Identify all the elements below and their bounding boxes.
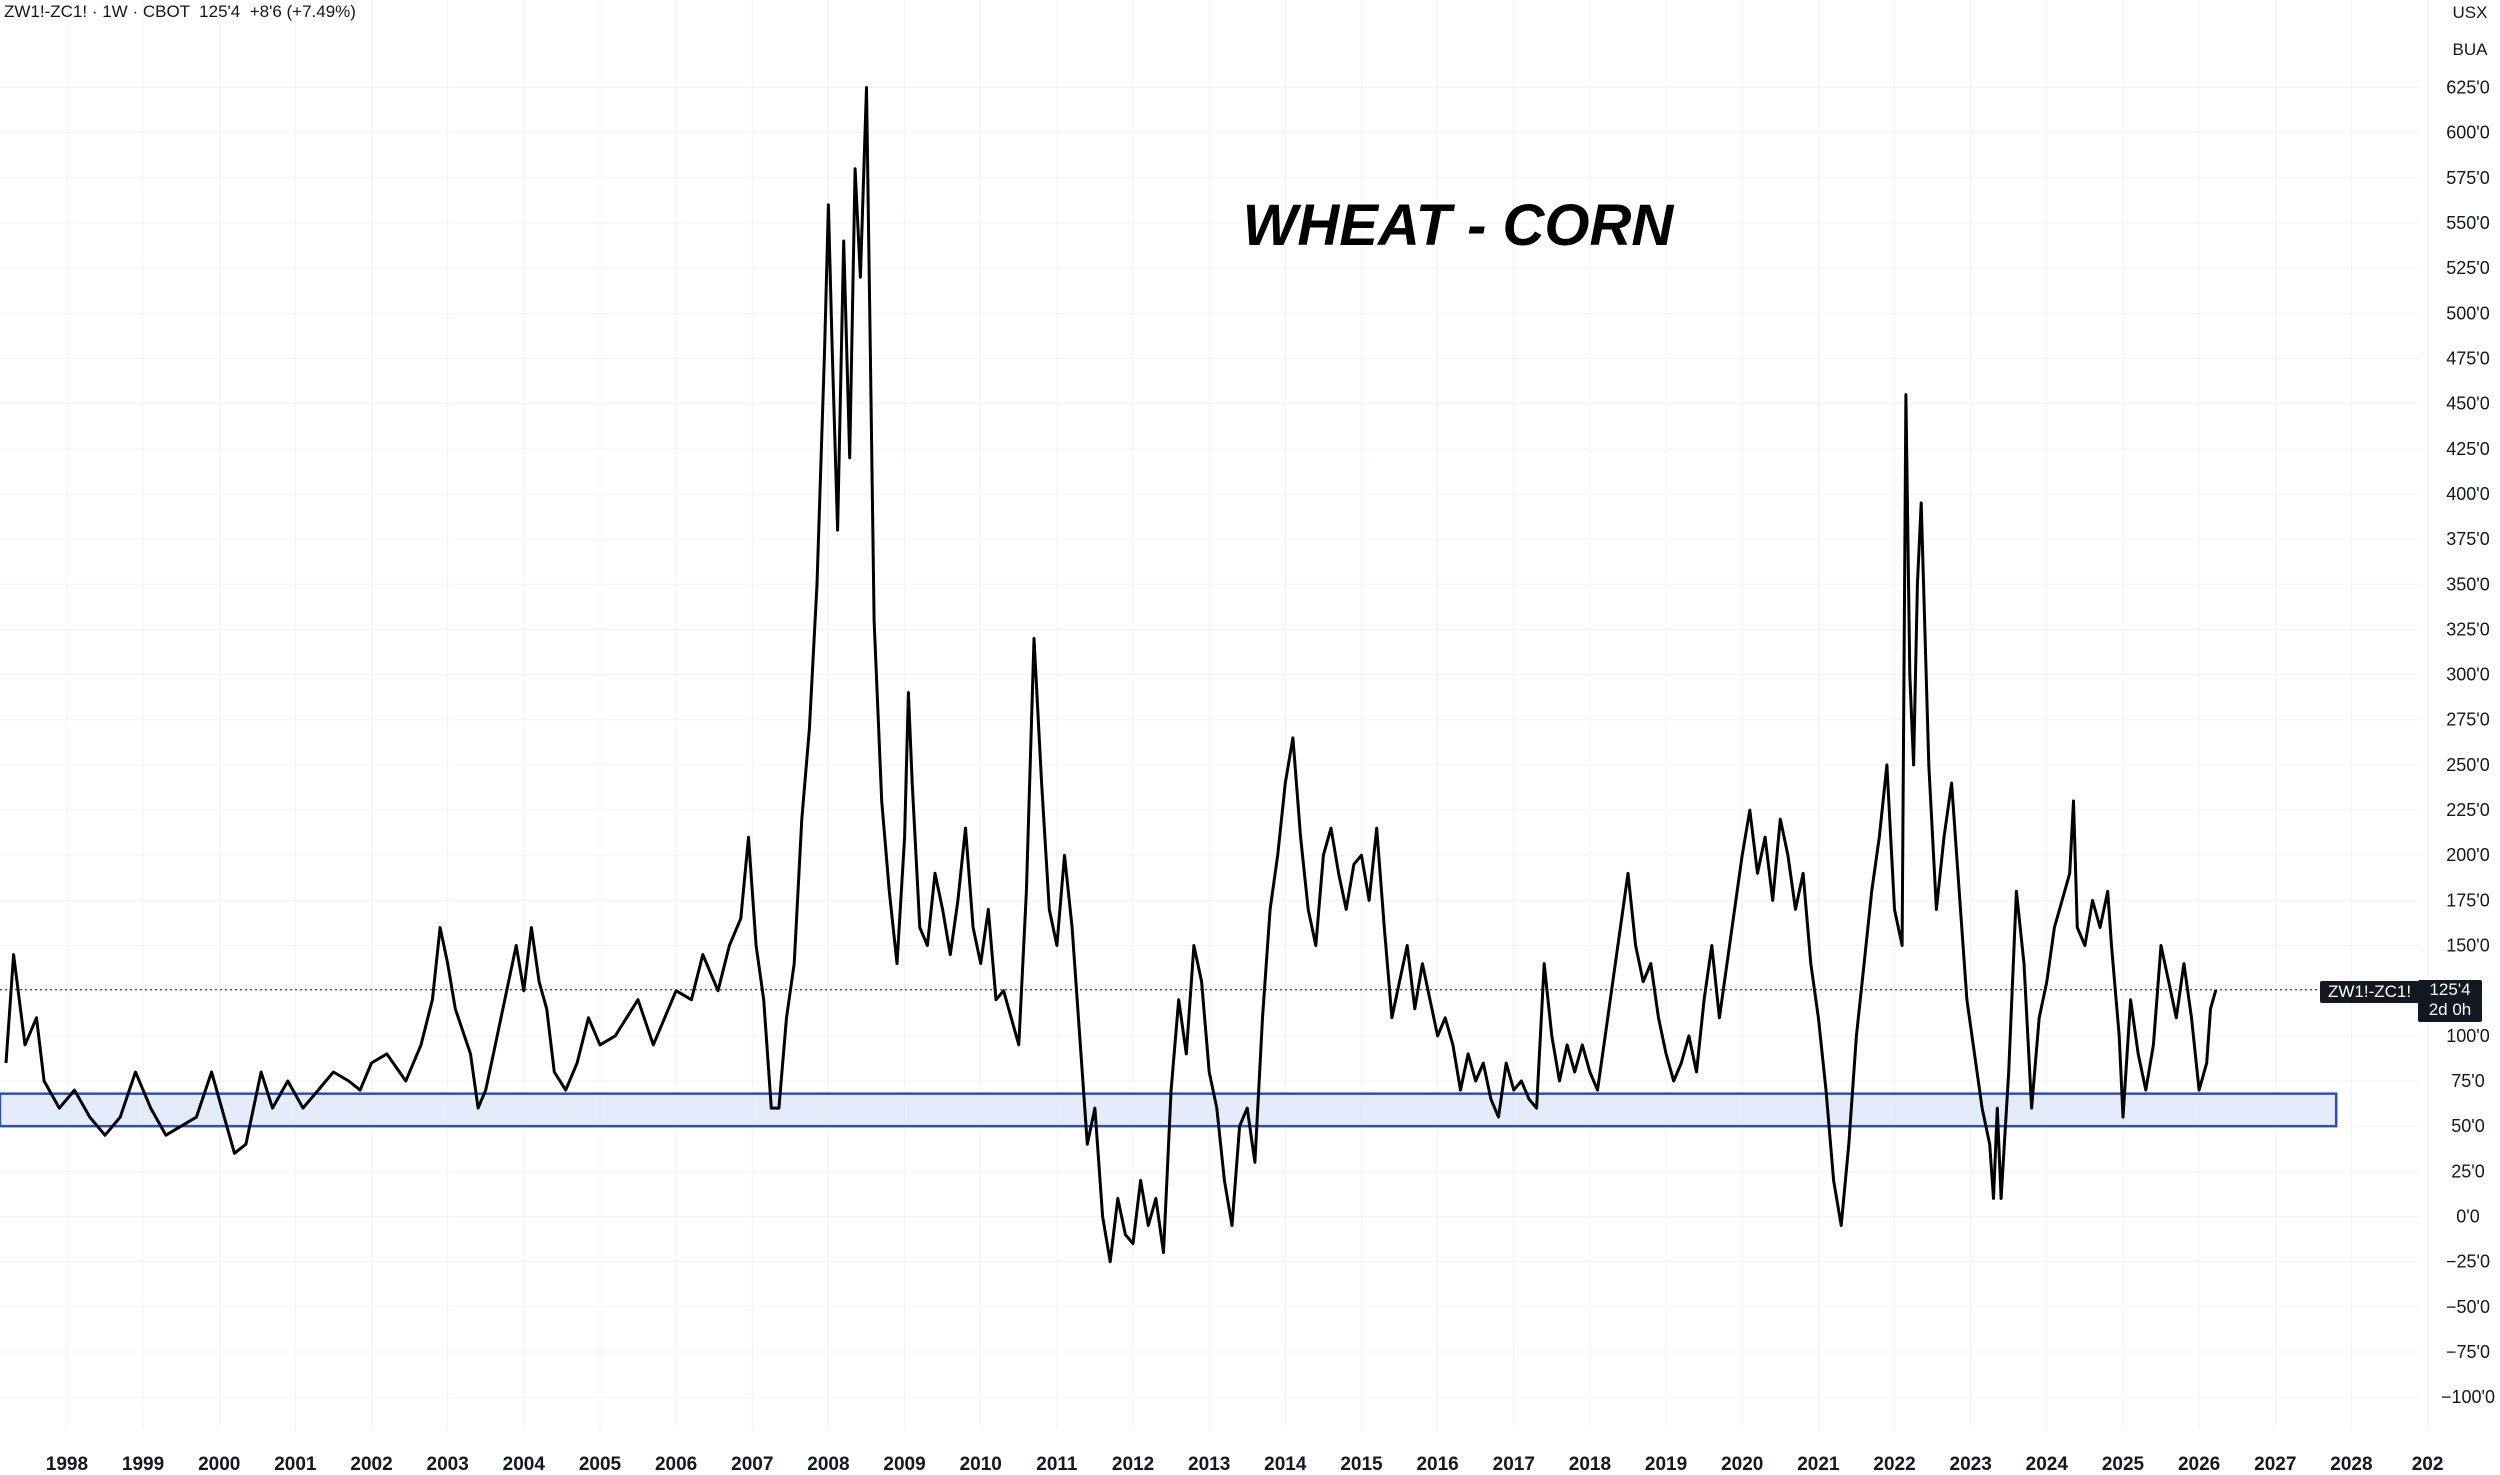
- y-tick-label: 75'0: [2451, 1071, 2484, 1091]
- y-tick-label: 600'0: [2446, 123, 2489, 143]
- x-tick-label: 2002: [350, 1454, 392, 1475]
- y-tick-label: −25'0: [2446, 1252, 2490, 1272]
- y-tick-label: 575'0: [2446, 168, 2489, 188]
- time-axis: 1998 1999 2000 2001 2002 2003 2004 2005 2006 2007…: [46, 1454, 2444, 1475]
- x-tick-label: 2012: [1112, 1454, 1154, 1475]
- x-tick-label: 2013: [1188, 1454, 1230, 1475]
- y-tick-label: 200'0: [2446, 845, 2489, 865]
- y-tick-label: 275'0: [2446, 710, 2489, 730]
- y-tick-label: 450'0: [2446, 394, 2489, 414]
- y-tick-label: 50'0: [2451, 1116, 2484, 1136]
- price-axis: 625'0 600'0 575'0 550'0 525'0 500'0 475'0 450'0…: [2441, 78, 2495, 1408]
- grid-lines: [0, 0, 2429, 1430]
- x-tick-label: 2021: [1797, 1454, 1840, 1475]
- y-tick-label: 0'0: [2456, 1207, 2479, 1227]
- last-price-tag: 125'4 2d 0h: [2418, 980, 2482, 1022]
- y-tick-label: 25'0: [2451, 1161, 2484, 1181]
- x-tick-label: 2014: [1264, 1454, 1307, 1475]
- y-tick-label: 550'0: [2446, 213, 2489, 233]
- y-tick-label: 225'0: [2446, 800, 2489, 820]
- exchange-unit[interactable]: BUA: [2452, 40, 2488, 59]
- x-tick-label: 2000: [198, 1454, 240, 1475]
- x-tick-label: 2004: [503, 1454, 546, 1475]
- x-tick-label: 2006: [655, 1454, 697, 1475]
- x-tick-label: 202: [2412, 1454, 2444, 1475]
- y-tick-label: 350'0: [2446, 574, 2489, 594]
- y-tick-label: 425'0: [2446, 439, 2489, 459]
- x-tick-label: 2011: [1036, 1454, 1078, 1475]
- y-tick-label: 325'0: [2446, 619, 2489, 639]
- y-tick-label: 475'0: [2446, 348, 2489, 368]
- symbol-tag: ZW1!-ZC1!: [2320, 981, 2420, 1003]
- x-tick-label: 2001: [274, 1454, 317, 1475]
- x-tick-label: 2028: [2330, 1454, 2372, 1475]
- x-tick-label: 1998: [46, 1454, 88, 1475]
- x-tick-label: 2019: [1645, 1454, 1687, 1475]
- y-tick-label: 100'0: [2446, 1026, 2489, 1046]
- y-tick-label: 250'0: [2446, 755, 2489, 775]
- y-tick-label: 400'0: [2446, 484, 2489, 504]
- y-tick-label: −75'0: [2446, 1342, 2490, 1362]
- y-tick-label: 175'0: [2446, 890, 2489, 910]
- y-tick-label: 375'0: [2446, 529, 2489, 549]
- x-tick-label: 2026: [2178, 1454, 2220, 1475]
- y-tick-label: 150'0: [2446, 936, 2489, 956]
- last-price-value: 125'4: [2429, 980, 2471, 999]
- y-tick-label: 625'0: [2446, 78, 2489, 98]
- x-tick-label: 2018: [1569, 1454, 1611, 1475]
- x-tick-label: 2008: [807, 1454, 849, 1475]
- y-tick-label: 525'0: [2446, 258, 2489, 278]
- price-series: [4, 86, 2218, 1264]
- y-tick-label: 500'0: [2446, 303, 2489, 323]
- y-tick-label: −50'0: [2446, 1297, 2490, 1317]
- x-tick-label: 2023: [1950, 1454, 1992, 1475]
- x-tick-label: 2024: [2026, 1454, 2069, 1475]
- x-tick-label: 2003: [427, 1454, 469, 1475]
- x-tick-label: 2025: [2102, 1454, 2145, 1475]
- x-tick-label: 1999: [122, 1454, 164, 1475]
- x-tick-label: 2022: [1873, 1454, 1915, 1475]
- x-tick-label: 2005: [579, 1454, 622, 1475]
- x-tick-label: 2017: [1493, 1454, 1535, 1475]
- x-tick-label: 2015: [1340, 1454, 1383, 1475]
- x-tick-label: 2016: [1416, 1454, 1458, 1475]
- x-tick-label: 2009: [883, 1454, 925, 1475]
- chart-title: WHEAT - CORN: [1243, 193, 1675, 258]
- x-tick-label: 2010: [960, 1454, 1002, 1475]
- x-tick-label: 2020: [1721, 1454, 1763, 1475]
- x-tick-label: 2007: [731, 1454, 773, 1475]
- x-tick-label: 2027: [2254, 1454, 2296, 1475]
- bar-countdown: 2d 0h: [2428, 1000, 2472, 1019]
- currency-unit[interactable]: USX: [2452, 3, 2488, 22]
- y-tick-label: 300'0: [2446, 665, 2489, 685]
- symbol-header[interactable]: ZW1!-ZC1! · 1W · CBOT 125'4 +8'6 (+7.49%…: [4, 2, 356, 21]
- y-tick-label: −100'0: [2441, 1387, 2495, 1407]
